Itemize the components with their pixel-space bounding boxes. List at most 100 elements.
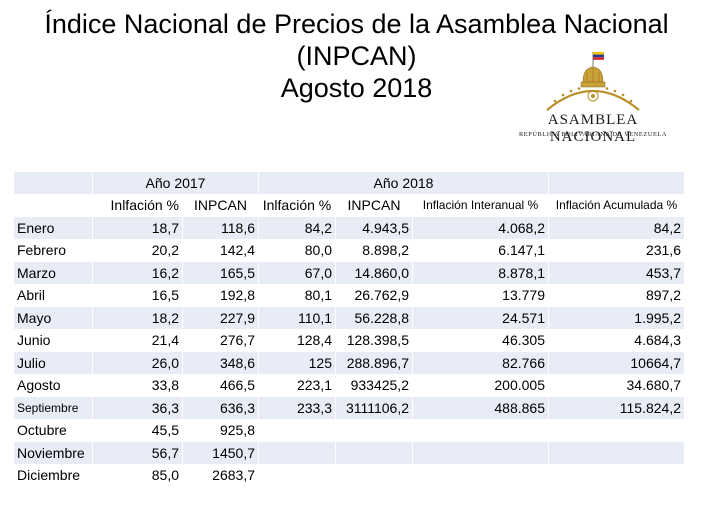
- cell-interanual: 8.878,1: [412, 261, 549, 285]
- cell-inpcan-2018: 56.228,8: [335, 306, 413, 330]
- cell-inpcan-2018: 14.860,0: [335, 261, 413, 285]
- cell-month: Septiembre: [13, 396, 93, 420]
- cell-inpcan-2017: 276,7: [182, 328, 259, 352]
- cell-inflation-2017: 20,2: [92, 238, 183, 262]
- logo-name: ASAMBLEA NACIONAL: [547, 112, 639, 145]
- table-row: Mayo 18,2 227,9 110,1 56.228,8 24.571 1.995,2: [13, 306, 685, 330]
- cell-inflation-2017: 56,7: [92, 441, 183, 465]
- cell-month: Marzo: [13, 261, 93, 285]
- cell-inflation-2018: 80,0: [258, 238, 336, 262]
- header-year-2018: Año 2018: [258, 171, 549, 195]
- cell-interanual: 4.068,2: [412, 216, 549, 240]
- cell-acumulada: 453,7: [548, 261, 685, 285]
- cell-inpcan-2017: 192,8: [182, 283, 259, 307]
- cell-month: Febrero: [13, 238, 93, 262]
- cell-acumulada: 1.995,2: [548, 306, 685, 330]
- cell-inpcan-2017: 165,5: [182, 261, 259, 285]
- cell-inpcan-2017: 227,9: [182, 306, 259, 330]
- table-row: Abril 16,5 192,8 80,1 26.762,9 13.779 897,2: [13, 283, 685, 307]
- cell-inflation-2018: 233,3: [258, 396, 336, 420]
- cell-inflation-2017: 45,5: [92, 418, 183, 442]
- table-row: Marzo 16,2 165,5 67,0 14.860,0 8.878,1 453,7: [13, 261, 685, 285]
- table-row: Julio 26,0 348,6 125 288.896,7 82.766 10664,7: [13, 351, 685, 375]
- col-header-inpcan-2018: INPCAN: [335, 193, 413, 217]
- cell-inflation-2018: 110,1: [258, 306, 336, 330]
- capitol-emblem-icon: [546, 52, 640, 111]
- cell-inpcan-2018: 128.398,5: [335, 328, 413, 352]
- cell-inpcan-2018: 3111106,2: [335, 396, 413, 420]
- cell-inpcan-2018: [335, 441, 413, 465]
- inflation-table: Año 2017 Año 2018 Inlfación % INPCAN Inl…: [13, 171, 685, 487]
- cell-acumulada: 34.680,7: [548, 373, 685, 397]
- cell-inpcan-2017: 142,4: [182, 238, 259, 262]
- cell-inpcan-2018: 26.762,9: [335, 283, 413, 307]
- cell-inflation-2017: 33,8: [92, 373, 183, 397]
- table-row: Junio 21,4 276,7 128,4 128.398,5 46.305 4.684,…: [13, 328, 685, 352]
- cell-month: Julio: [13, 351, 93, 375]
- cell-inpcan-2018: [335, 463, 413, 487]
- cell-inpcan-2017: 2683,7: [182, 463, 259, 487]
- cell-acumulada: 897,2: [548, 283, 685, 307]
- cell-inpcan-2018: 288.896,7: [335, 351, 413, 375]
- table-row: Diciembre 85,0 2683,7: [13, 463, 685, 487]
- cell-inpcan-2017: 636,3: [182, 396, 259, 420]
- cell-inflation-2017: 36,3: [92, 396, 183, 420]
- cell-inpcan-2018: [335, 418, 413, 442]
- header-year-2017: Año 2017: [92, 171, 259, 195]
- col-header-acumulada: Inflación Acumulada %: [548, 193, 685, 217]
- table-row: Noviembre 56,7 1450,7: [13, 441, 685, 465]
- col-header-inpcan-2017: INPCAN: [182, 193, 259, 217]
- cell-month: Enero: [13, 216, 93, 240]
- cell-acumulada: 84,2: [548, 216, 685, 240]
- cell-interanual: 46.305: [412, 328, 549, 352]
- cell-month: Agosto: [13, 373, 93, 397]
- col-header-inflation-2018: Inlfación %: [258, 193, 336, 217]
- table-row: Enero 18,7 118,6 84,2 4.943,5 4.068,2 84,2: [13, 216, 685, 240]
- cell-inflation-2017: 18,2: [92, 306, 183, 330]
- cell-inflation-2017: 18,7: [92, 216, 183, 240]
- cell-month: Abril: [13, 283, 93, 307]
- table-row: Febrero 20,2 142,4 80,0 8.898,2 6.147,1 231,6: [13, 238, 685, 262]
- cell-month: Octubre: [13, 418, 93, 442]
- cell-inflation-2018: 84,2: [258, 216, 336, 240]
- title-line-3: Agosto 2018: [280, 73, 433, 103]
- cell-inpcan-2017: 466,5: [182, 373, 259, 397]
- cell-inpcan-2017: 1450,7: [182, 441, 259, 465]
- title-line-2: (INPCAN): [296, 41, 417, 71]
- cell-inflation-2017: 85,0: [92, 463, 183, 487]
- cell-interanual: 82.766: [412, 351, 549, 375]
- cell-inflation-2017: 21,4: [92, 328, 183, 352]
- cell-interanual: 200.005: [412, 373, 549, 397]
- col-header-interanual: Inflación Interanual %: [412, 193, 549, 217]
- cell-inpcan-2017: 925,8: [182, 418, 259, 442]
- cell-month: Noviembre: [13, 441, 93, 465]
- cell-month: Diciembre: [13, 463, 93, 487]
- cell-interanual: 24.571: [412, 306, 549, 330]
- column-header-row: Inlfación % INPCAN Inlfación % INPCAN In…: [13, 193, 685, 217]
- cell-month: Junio: [13, 328, 93, 352]
- cell-inflation-2018: 125: [258, 351, 336, 375]
- page-title: Índice Nacional de Precios de la Asamble…: [0, 8, 713, 104]
- cell-interanual: [412, 418, 549, 442]
- cell-inflation-2018: 128,4: [258, 328, 336, 352]
- cell-inflation-2018: [258, 441, 336, 465]
- cell-acumulada: [548, 418, 685, 442]
- table-row: Agosto 33,8 466,5 223,1 933425,2 200.005 34.68…: [13, 373, 685, 397]
- cell-inflation-2018: 223,1: [258, 373, 336, 397]
- cell-interanual: [412, 463, 549, 487]
- cell-month: Mayo: [13, 306, 93, 330]
- cell-inflation-2017: 16,2: [92, 261, 183, 285]
- cell-inpcan-2017: 348,6: [182, 351, 259, 375]
- cell-interanual: 6.147,1: [412, 238, 549, 262]
- asamblea-nacional-logo: ASAMBLEA NACIONAL REPÚBLICA BOLIVARIANA …: [503, 50, 683, 146]
- cell-acumulada: 231,6: [548, 238, 685, 262]
- cell-inflation-2017: 16,5: [92, 283, 183, 307]
- cell-inflation-2018: [258, 418, 336, 442]
- cell-inpcan-2018: 4.943,5: [335, 216, 413, 240]
- col-header-inflation-2017: Inlfación %: [92, 193, 183, 217]
- cell-inflation-2018: [258, 463, 336, 487]
- cell-interanual: 13.779: [412, 283, 549, 307]
- cell-acumulada: 10664,7: [548, 351, 685, 375]
- group-header-row: Año 2017 Año 2018: [13, 171, 685, 195]
- cell-inpcan-2017: 118,6: [182, 216, 259, 240]
